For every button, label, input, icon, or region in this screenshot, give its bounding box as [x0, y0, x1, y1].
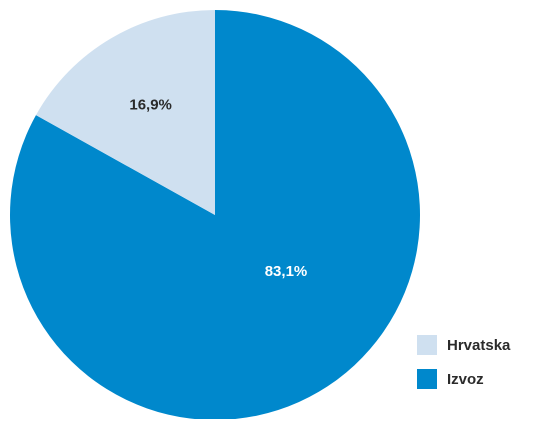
legend-swatch-hrvatska [417, 335, 437, 355]
pie-slice-izvoz [9, 10, 420, 420]
legend-label-izvoz: Izvoz [447, 370, 484, 388]
legend-swatch-izvoz [417, 369, 437, 389]
legend-item-hrvatska: Hrvatska [417, 334, 510, 356]
legend: Hrvatska Izvoz [417, 334, 510, 402]
pie-label-izvoz: 83,1% [265, 263, 308, 280]
pie-slice-hrvatska [35, 10, 215, 215]
legend-item-izvoz: Izvoz [417, 368, 510, 390]
pie-label-hrvatska: 16,9% [129, 96, 172, 113]
legend-label-hrvatska: Hrvatska [447, 336, 511, 354]
